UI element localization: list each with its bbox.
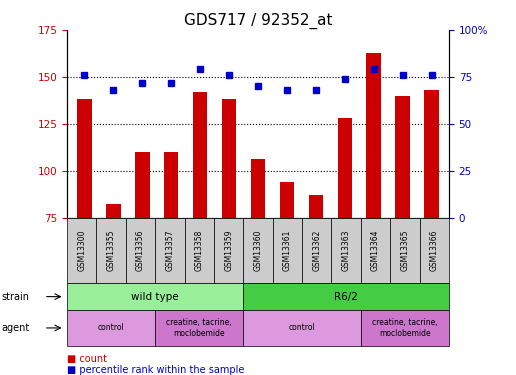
Text: control: control [288, 323, 315, 333]
Text: control: control [98, 323, 124, 333]
Text: GSM13361: GSM13361 [283, 230, 292, 271]
Bar [366, 53, 381, 217]
Text: GDS717 / 92352_at: GDS717 / 92352_at [184, 13, 332, 29]
Bar [309, 195, 323, 217]
Text: GSM13357: GSM13357 [166, 230, 174, 271]
Text: ■ percentile rank within the sample: ■ percentile rank within the sample [67, 365, 245, 375]
Text: GSM13364: GSM13364 [371, 230, 380, 271]
Bar [280, 182, 294, 218]
Text: GSM13355: GSM13355 [107, 230, 116, 271]
Bar [395, 96, 410, 218]
Bar [337, 118, 352, 218]
Bar [251, 159, 265, 218]
Bar [193, 92, 207, 218]
Text: GSM13362: GSM13362 [312, 230, 321, 271]
Bar [77, 99, 92, 218]
Bar [135, 152, 150, 217]
Text: GSM13363: GSM13363 [342, 230, 350, 271]
Bar [222, 99, 236, 218]
Bar [424, 90, 439, 218]
Text: GSM13366: GSM13366 [430, 230, 439, 271]
Text: GSM13358: GSM13358 [195, 230, 204, 271]
Text: GSM13365: GSM13365 [400, 230, 409, 271]
Text: strain: strain [2, 292, 29, 302]
Text: GSM13300: GSM13300 [77, 230, 86, 271]
Text: creatine, tacrine,
moclobemide: creatine, tacrine, moclobemide [167, 318, 232, 338]
Text: creatine, tacrine,
moclobemide: creatine, tacrine, moclobemide [372, 318, 438, 338]
Text: R6/2: R6/2 [334, 292, 358, 302]
Text: GSM13360: GSM13360 [253, 230, 263, 271]
Text: ■ count: ■ count [67, 354, 107, 364]
Bar [164, 152, 179, 217]
Text: wild type: wild type [132, 292, 179, 302]
Text: GSM13359: GSM13359 [224, 230, 233, 271]
Bar [106, 204, 121, 218]
Text: GSM13356: GSM13356 [136, 230, 145, 271]
Text: agent: agent [2, 323, 30, 333]
